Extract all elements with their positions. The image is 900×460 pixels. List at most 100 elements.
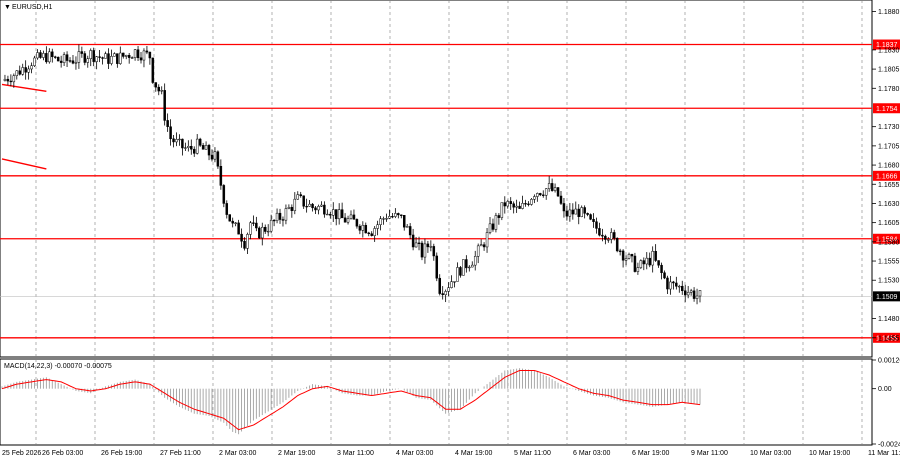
trend-lines [1,83,47,170]
candle-body [195,138,199,154]
candle-body [89,50,92,60]
candle-body [343,217,347,223]
candle-body [346,218,350,223]
candle-body [332,209,335,216]
candle-body [45,53,48,63]
time-tick-label: 6 Mar 03:00 [573,450,610,457]
candle-body [33,57,36,66]
candle-body [556,187,560,197]
level-label: 1.1584 [876,236,898,243]
candle-body [198,138,202,146]
candle-body [405,226,409,228]
candle-body [305,205,308,208]
candle-body [379,218,382,225]
candle-body [352,214,356,220]
macd-label: MACD(14,22,3) -0.00070 -0.00075 [4,363,112,370]
candle-body [509,201,512,204]
candle-body [30,65,33,70]
candle-body [382,218,385,220]
candle-body [589,214,592,220]
candle-body [577,208,580,217]
candle-body [323,204,326,215]
candle-body [583,207,586,214]
candle-body [468,266,471,269]
candle-body [666,277,669,290]
candle-body [278,212,282,220]
candle-body [308,203,311,207]
candle-body [184,147,187,149]
candle-body [456,267,459,282]
candle-body [615,237,619,252]
candle-body [27,68,30,73]
candle-body [376,224,379,229]
macd-axis: 0.00126 0.00 -0.00243 [872,358,900,449]
candle-body [373,228,376,236]
price-tick-label: 1.1780 [878,86,900,93]
trend-line[interactable] [1,83,47,93]
candle-body [284,208,288,221]
candle-body [571,209,575,215]
candle-body [565,210,569,217]
time-tick-label: 4 Mar 19:00 [455,450,492,457]
candle-body [192,148,196,154]
candle-body [281,219,285,221]
price-tick-label: 1.1530 [878,278,900,285]
current-price-box [873,291,900,302]
candles [3,44,702,305]
candle-body [681,285,684,292]
candle-body [148,51,152,59]
price-tick-label: 1.1680 [878,163,900,170]
candle-body [601,234,604,237]
candle-body [391,216,394,218]
candle-body [15,70,19,76]
level-label: 1.1754 [876,106,898,113]
candle-body [266,230,270,233]
candle-body [686,292,690,296]
time-tick-label: 4 Mar 03:00 [396,450,433,457]
candle-body [408,226,412,236]
time-tick-label: 6 Mar 19:00 [632,450,669,457]
candle-body [154,82,158,88]
candle-body [340,209,344,219]
candle-body [142,50,146,61]
candle-body [544,188,548,196]
time-tick-label: 11 Mar 11:00 [868,450,900,457]
candle-body [160,90,163,92]
candle-body [258,227,261,239]
candle-body [417,242,421,244]
candle-body [607,239,610,241]
candle-body [190,145,193,150]
candle-body [71,60,75,64]
candle-body [287,207,291,209]
candle-body [116,53,119,64]
candle-body [633,255,637,272]
time-tick-label: 3 Mar 11:00 [337,450,374,457]
candle-body [122,52,125,57]
candle-body [77,51,81,63]
time-tick-label: 2 Mar 03:00 [219,450,256,457]
dropdown-triangle-icon[interactable]: ▼ [4,4,11,11]
candle-body [394,213,397,217]
candle-body [110,56,113,64]
candle-body [512,203,515,208]
candle-body [119,52,122,64]
candle-body [127,55,131,58]
candle-body [438,277,441,294]
candle-body [157,86,161,92]
candle-body [36,52,39,59]
candle-body [95,56,98,62]
candle-body [80,51,84,54]
candle-body [482,244,486,248]
candle-body [559,195,563,204]
candle-body [207,145,211,156]
candle-body [358,225,362,231]
candle-body [314,207,317,211]
candle-body [678,285,681,288]
candle-body [317,206,320,211]
candle-body [479,244,483,247]
trend-line[interactable] [1,158,47,170]
candle-body [689,290,693,293]
candle-body [648,257,651,266]
candle-body [388,216,391,219]
candle-body [604,235,607,240]
